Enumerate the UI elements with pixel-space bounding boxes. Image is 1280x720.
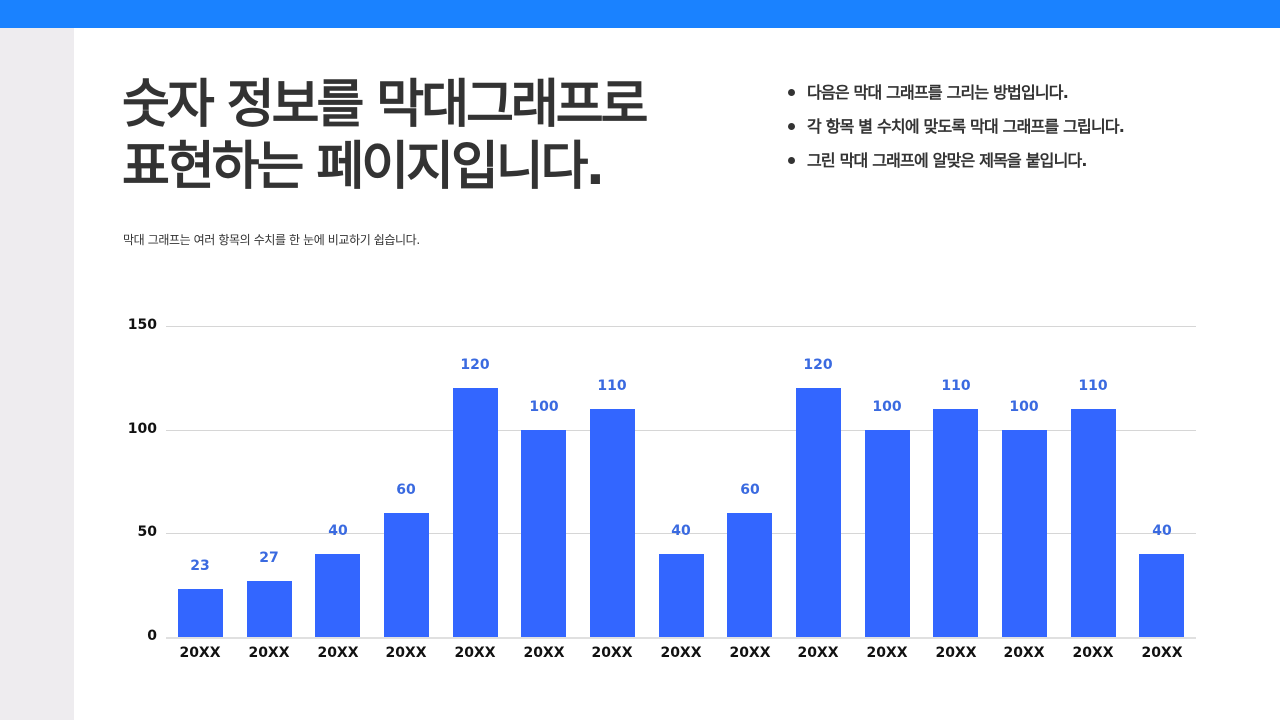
page-title-line-2: 표현하는 페이지입니다. (122, 137, 605, 197)
gridline (166, 430, 1196, 431)
instruction-text: 다음은 막대 그래프를 그리는 방법입니다. (807, 83, 1069, 102)
bar (521, 430, 566, 637)
bar-value-label: 40 (328, 523, 348, 539)
bar-value-label: 27 (259, 550, 279, 566)
bar-value-label: 110 (941, 378, 971, 394)
gridline (166, 637, 1196, 639)
page-title: 숫자 정보를 막대그래프로 표현하는 페이지입니다. (122, 74, 762, 198)
instruction-text: 각 항목 별 수치에 맞도록 막대 그래프를 그립니다. (807, 117, 1125, 136)
x-axis-category-label: 20XX (660, 645, 702, 661)
bar (384, 513, 429, 637)
bar-value-label: 110 (1078, 378, 1108, 394)
bar (315, 554, 360, 637)
bar-value-label: 40 (1152, 523, 1172, 539)
x-axis-category-label: 20XX (385, 645, 427, 661)
bullet-dot-icon (788, 123, 795, 130)
bar (659, 554, 704, 637)
page-title-line-1: 숫자 정보를 막대그래프로 (122, 75, 648, 135)
bar-value-label: 23 (190, 558, 210, 574)
bullet-dot-icon (788, 89, 795, 96)
bar (796, 388, 841, 637)
top-accent-bar (0, 0, 1280, 28)
x-axis-category-label: 20XX (1141, 645, 1183, 661)
y-axis-tick-label: 0 (147, 628, 157, 644)
bar (590, 409, 635, 637)
y-axis-tick-label: 100 (127, 421, 157, 437)
bar (1071, 409, 1116, 637)
x-axis-category-label: 20XX (454, 645, 496, 661)
x-axis-category-label: 20XX (866, 645, 908, 661)
x-axis-category-label: 20XX (935, 645, 977, 661)
bar (1139, 554, 1184, 637)
bar (933, 409, 978, 637)
bar-value-label: 60 (396, 482, 416, 498)
bar (178, 589, 223, 637)
x-axis-category-label: 20XX (729, 645, 771, 661)
left-sidebar-panel (0, 28, 74, 720)
bar-value-label: 100 (529, 399, 559, 415)
bar-value-label: 100 (1009, 399, 1039, 415)
gridline (166, 326, 1196, 327)
bar-value-label: 110 (597, 378, 627, 394)
bar (1002, 430, 1047, 637)
instruction-item: 각 항목 별 수치에 맞도록 막대 그래프를 그립니다. (788, 110, 1125, 144)
x-axis-category-label: 20XX (591, 645, 633, 661)
gridline (166, 533, 1196, 534)
bar (865, 430, 910, 637)
instruction-list: 다음은 막대 그래프를 그리는 방법입니다. 각 항목 별 수치에 맞도록 막대… (788, 76, 1125, 178)
instruction-item: 그린 막대 그래프에 알맞은 제목을 붙입니다. (788, 144, 1124, 178)
x-axis-category-label: 20XX (179, 645, 221, 661)
bullet-dot-icon (788, 157, 795, 164)
bar-value-label: 100 (872, 399, 902, 415)
y-axis-tick-label: 150 (127, 317, 157, 333)
x-axis-category-label: 20XX (1072, 645, 1114, 661)
x-axis-category-label: 20XX (317, 645, 359, 661)
instruction-text: 그린 막대 그래프에 알맞은 제목을 붙입니다. (807, 151, 1088, 170)
bar-value-label: 40 (671, 523, 691, 539)
x-axis-category-label: 20XX (523, 645, 565, 661)
page-subtitle: 막대 그래프는 여러 항목의 수치를 한 눈에 비교하기 쉽습니다. (123, 233, 420, 247)
bar-value-label: 120 (803, 357, 833, 373)
bar (247, 581, 292, 637)
x-axis-category-label: 20XX (248, 645, 290, 661)
y-axis-tick-label: 50 (137, 524, 157, 540)
bar-value-label: 60 (740, 482, 760, 498)
bar-value-label: 120 (460, 357, 490, 373)
x-axis-category-label: 20XX (797, 645, 839, 661)
bar (453, 388, 498, 637)
x-axis-category-label: 20XX (1003, 645, 1045, 661)
instruction-item: 다음은 막대 그래프를 그리는 방법입니다. (788, 76, 1124, 110)
bar (727, 513, 772, 637)
